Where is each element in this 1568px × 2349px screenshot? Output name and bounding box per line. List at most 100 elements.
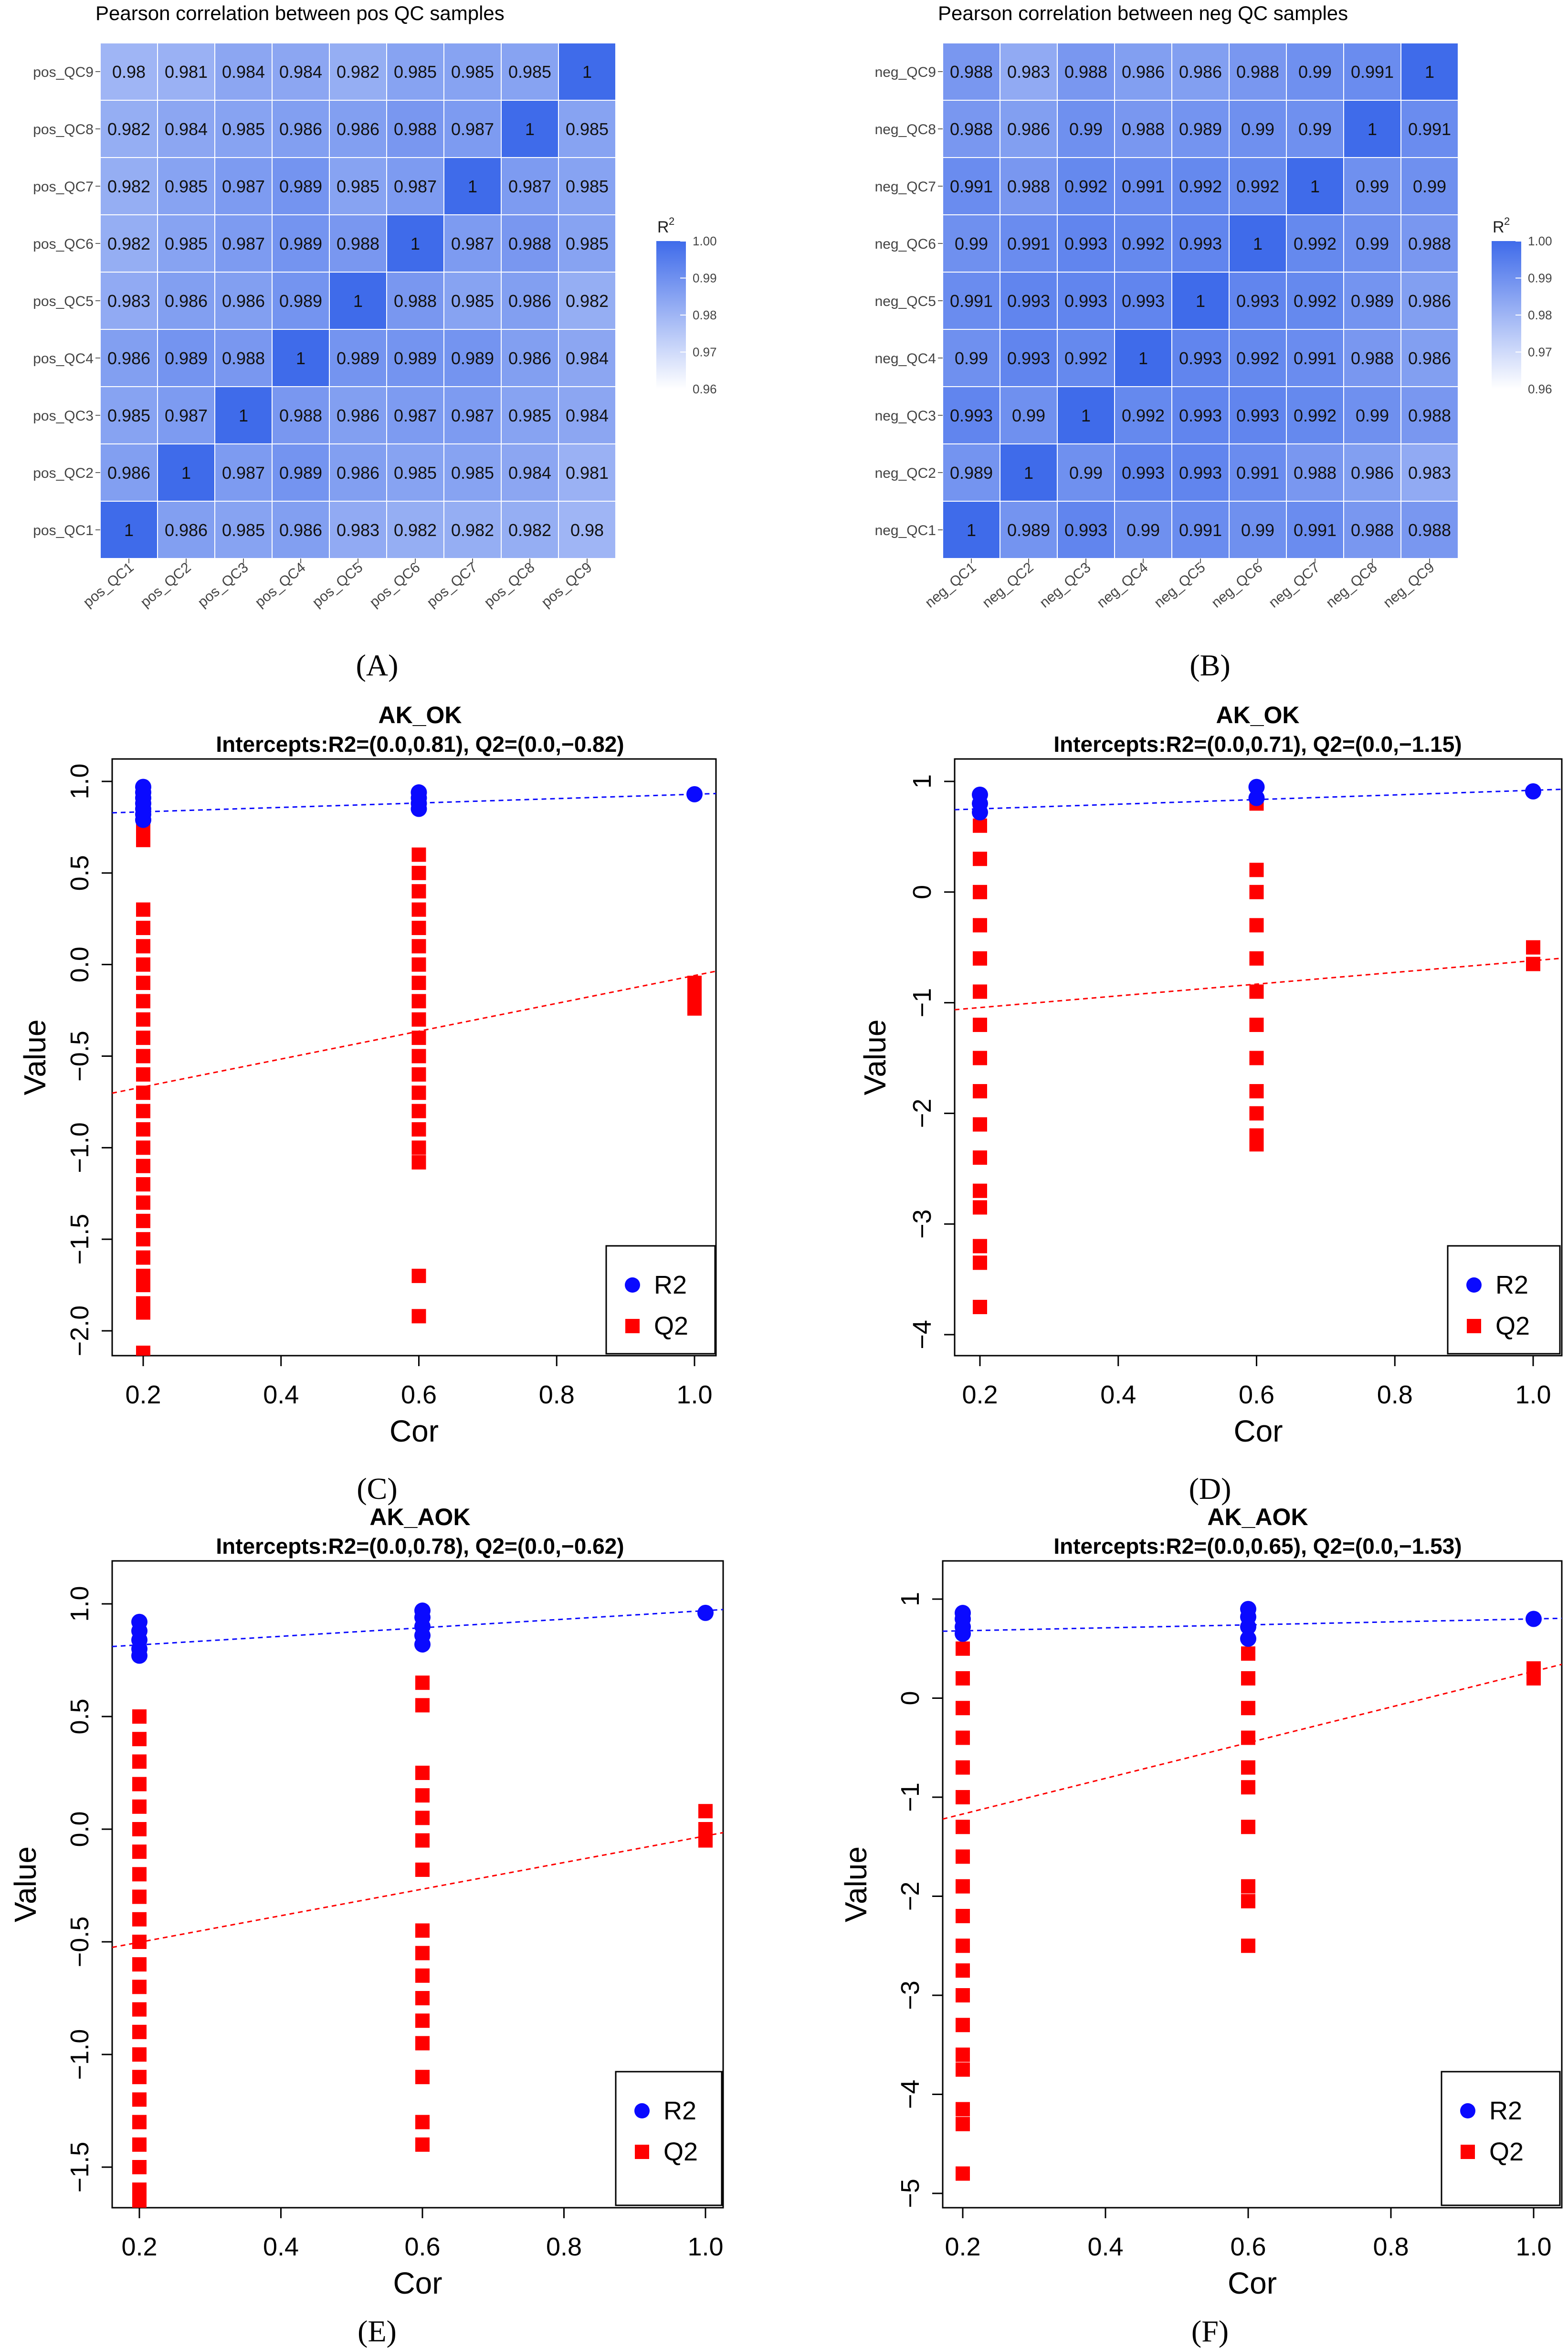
heatmap-cell	[1286, 214, 1344, 273]
heatmap-cell	[157, 443, 215, 502]
heatmap-cell	[501, 386, 559, 444]
cell-value: 0.984	[279, 62, 322, 82]
q2-point	[415, 1946, 430, 1960]
cell-value: 0.993	[1064, 234, 1107, 253]
q2-point	[956, 2117, 970, 2131]
q2-point	[956, 2102, 970, 2117]
q2-point	[132, 2193, 147, 2208]
cell-value: 0.987	[394, 406, 437, 425]
heatmap-cell	[329, 157, 387, 215]
heatmap-cell	[1286, 501, 1344, 559]
x-tick-label: 0.2	[125, 1380, 161, 1409]
cell-value: 0.993	[1179, 348, 1222, 368]
cell-value: 0.988	[1122, 119, 1165, 139]
plot-title: AK_OK	[1216, 702, 1299, 728]
heatmap-cell	[1229, 386, 1287, 444]
plot-data	[112, 1602, 723, 2208]
q2-point	[1249, 885, 1264, 899]
row-label: pos_QC6	[33, 236, 94, 252]
heatmap-cell	[558, 157, 616, 215]
cell-value: 0.988	[1236, 62, 1279, 82]
legend-r2-marker	[1466, 1277, 1482, 1293]
row-label: pos_QC4	[33, 351, 94, 367]
cell-value: 0.988	[508, 234, 551, 253]
heatmap-cell	[1000, 329, 1058, 387]
heatmap-cell	[942, 100, 1000, 158]
col-label: neg_QC7	[1266, 559, 1323, 611]
cell-value: 0.991	[1122, 177, 1165, 196]
legend-q2-marker	[1467, 1319, 1481, 1333]
cell-value: 0.99	[955, 234, 988, 253]
heatmap-cell	[272, 272, 330, 330]
q2-point	[956, 1641, 970, 1656]
cell-value: 0.982	[451, 520, 494, 540]
heatmap-cell	[1171, 501, 1230, 559]
cell-value: 0.993	[1236, 291, 1279, 311]
q2-point	[973, 852, 987, 866]
q2-point	[136, 939, 150, 954]
q2-point	[415, 1675, 430, 1690]
cell-value: 1	[1196, 291, 1205, 311]
cell-value: 0.986	[107, 348, 150, 368]
q2-point	[411, 865, 426, 880]
r2-point	[131, 1613, 147, 1630]
heatmap-cell	[157, 100, 215, 158]
heatmap-cell	[1286, 329, 1344, 387]
q2-point	[1241, 1879, 1255, 1894]
y-tick-label: −1.0	[65, 1122, 94, 1173]
plot-subtitle: Intercepts:R2=(0.0,0.71), Q2=(0.0,−1.15)	[1053, 732, 1462, 757]
cell-value: 1	[582, 62, 592, 82]
x-axis-label: Cor	[1228, 2266, 1277, 2300]
q2-point	[1241, 1820, 1255, 1834]
cell-value: 0.985	[451, 62, 494, 82]
r2-point	[1240, 1631, 1256, 1647]
cell-value: 0.981	[165, 62, 208, 82]
y-tick-label: −4	[896, 2080, 925, 2109]
y-tick-label: −4	[908, 1320, 937, 1349]
q2-point	[132, 2115, 147, 2129]
heatmap-cell	[329, 501, 387, 559]
heatmap-cell	[942, 272, 1000, 330]
heatmap-cell	[501, 501, 559, 559]
col-label: pos_QC1	[80, 559, 137, 611]
cell-value: 1	[239, 406, 248, 425]
row-label: neg_QC5	[875, 294, 936, 309]
cell-value: 0.984	[222, 62, 265, 82]
y-axis-label: Value	[18, 1020, 52, 1095]
x-tick-label: 0.8	[1373, 2233, 1409, 2261]
heatmap-cell	[1057, 100, 1115, 158]
cell-value: 0.99	[1069, 463, 1103, 483]
plot-title: AK_AOK	[1207, 1504, 1308, 1530]
legend-box	[1447, 1245, 1561, 1355]
legend-q2-label: Q2	[654, 1312, 688, 1340]
scatter-panel: AK_AOK Intercepts:R2=(0.0,0.65), Q2=(0.0,…	[839, 1504, 1563, 2348]
legend-q2-label: Q2	[663, 2138, 698, 2166]
heatmap-cell	[1000, 214, 1058, 273]
row-label: neg_QC8	[875, 122, 936, 137]
cell-value: 0.989	[1351, 291, 1394, 311]
q2-point	[1249, 863, 1264, 877]
cell-value: 0.988	[950, 119, 993, 139]
q2-point	[956, 1790, 970, 1804]
heatmap-cell	[558, 272, 616, 330]
row-label: neg_QC3	[875, 408, 936, 424]
cell-value: 0.986	[165, 520, 208, 540]
q2-point	[136, 1159, 150, 1173]
heatmap-cell	[1000, 100, 1058, 158]
scatter-panel: AK_OK Intercepts:R2=(0.0,0.71), Q2=(0.0,−…	[858, 702, 1563, 1506]
cell-value: 1	[1024, 463, 1033, 483]
cell-value: 0.987	[222, 177, 265, 196]
heatmap-cell	[329, 272, 387, 330]
cell-value: 0.993	[1064, 520, 1107, 540]
q2-point	[411, 902, 426, 917]
cell-value: 0.987	[165, 406, 208, 425]
heatmap-cell	[1000, 42, 1058, 101]
cell-value: 0.992	[1064, 177, 1107, 196]
q2-point	[415, 1698, 430, 1713]
q2-point	[136, 1195, 150, 1210]
q2-point	[411, 1067, 426, 1082]
heatmap-cell	[100, 501, 158, 559]
q2-point	[411, 1268, 426, 1283]
col-label: pos_QC8	[481, 559, 537, 611]
heatmap-cell	[1286, 386, 1344, 444]
